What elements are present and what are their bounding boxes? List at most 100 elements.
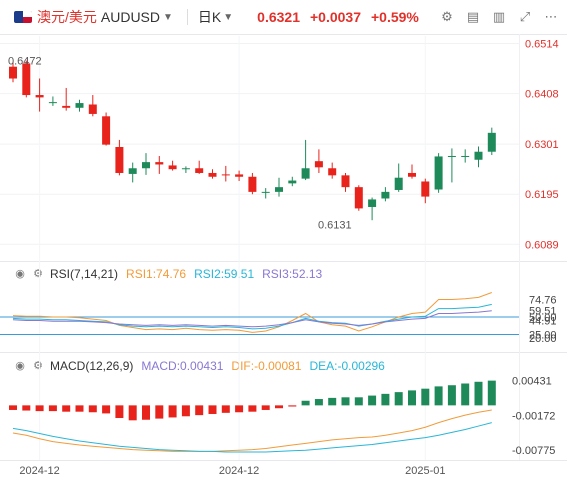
macd-bar — [301, 400, 310, 406]
dea-value: DEA:-0.00296 — [309, 359, 385, 373]
candle-body — [408, 172, 416, 177]
candle-body — [9, 66, 17, 79]
candle-body — [195, 168, 204, 173]
candle-body — [487, 132, 496, 152]
candle-body — [128, 168, 137, 174]
macd-value: MACD:0.00431 — [141, 359, 224, 373]
eye-icon[interactable]: ◉ — [15, 268, 25, 280]
macd-bar — [22, 405, 31, 411]
macd-bar — [128, 405, 137, 421]
candle-body — [368, 199, 377, 207]
macd-bar — [368, 395, 377, 406]
macd-bar — [314, 399, 323, 406]
dif-value: DIF:-0.00081 — [231, 359, 302, 373]
candle-body — [62, 105, 71, 108]
last-price: 0.6321 — [257, 9, 300, 25]
macd-bar — [408, 390, 416, 406]
rsi-axis-label: 44.91 — [529, 316, 557, 328]
candle-body — [261, 191, 270, 193]
candle-body — [341, 175, 350, 188]
macd-bar — [421, 388, 430, 406]
price-change: +0.0037 — [310, 9, 361, 25]
macd-bar — [487, 380, 496, 406]
period-dropdown-icon[interactable]: ▼ — [223, 11, 234, 23]
candle-body — [75, 103, 84, 108]
rsi3-value: RSI3:52.13 — [262, 267, 323, 281]
macd-title: MACD(12,26,9) — [50, 359, 134, 373]
rsi-axis-label: 25.00 — [529, 330, 557, 342]
macd-bar — [394, 392, 403, 406]
macd-series-line — [12, 409, 492, 452]
macd-bar — [261, 405, 270, 410]
price-axis-label: 0.6514 — [525, 39, 559, 51]
macd-series-line — [12, 422, 492, 453]
macd-bar — [115, 405, 124, 419]
time-axis-label: 2025-01 — [405, 465, 445, 477]
macd-bar — [102, 405, 111, 414]
indicator-settings-icon[interactable]: ⚙ — [441, 9, 453, 24]
macd-bar — [434, 386, 443, 406]
macd-bar — [447, 385, 456, 406]
symbol-name-cn[interactable]: 澳元/美元 — [37, 9, 97, 25]
macd-bar — [168, 405, 177, 418]
price-axis-label: 0.6195 — [525, 189, 559, 201]
rsi1-value: RSI1:74.76 — [126, 267, 187, 281]
macd-bar — [328, 397, 337, 406]
macd-bar — [221, 405, 230, 413]
macd-bar — [88, 405, 97, 413]
macd-bar — [208, 405, 217, 414]
eye-icon[interactable]: ◉ — [15, 360, 25, 372]
macd-bar — [341, 397, 350, 406]
candle-body — [447, 155, 456, 157]
macd-bar — [248, 405, 257, 412]
macd-bar — [35, 405, 44, 412]
macd-bar — [461, 383, 470, 406]
candle-body — [288, 180, 297, 184]
macd-bar — [75, 405, 84, 412]
rsi-axis-label: 74.76 — [529, 295, 557, 307]
macd-bar — [142, 405, 150, 420]
rsi-series-line — [12, 310, 492, 328]
candle-body — [181, 168, 190, 170]
macd-axis-label: 0.00431 — [512, 376, 552, 388]
candle-body — [314, 161, 323, 168]
chart-type-icon[interactable]: ▤ — [466, 9, 480, 24]
candle-body — [461, 155, 470, 157]
candle-body — [328, 168, 337, 176]
au-flag-icon — [14, 11, 32, 23]
symbol-code[interactable]: AUDUSD — [100, 9, 161, 25]
macd-bar — [235, 405, 244, 413]
macd-bar — [155, 405, 164, 419]
symbol-dropdown-icon[interactable]: ▼ — [163, 11, 173, 23]
low-annotation: 0.6131 — [318, 219, 352, 231]
settings-icon[interactable]: ⚙ — [33, 360, 43, 372]
fullscreen-icon[interactable]: ⤢ — [519, 9, 531, 24]
price-axis-label: 0.6089 — [525, 239, 559, 251]
period-selector[interactable]: 日K — [197, 9, 222, 25]
candle-body — [142, 162, 150, 169]
candle-body — [381, 191, 390, 199]
macd-bar — [181, 405, 190, 417]
candle-body — [22, 63, 31, 96]
rsi-axis-label: 20.00 — [529, 333, 557, 345]
macd-bar — [48, 405, 57, 412]
candle-body — [35, 95, 44, 98]
macd-bar — [381, 393, 390, 406]
candle-body — [235, 174, 244, 177]
rsi-series-line — [12, 292, 492, 333]
price-axis-label: 0.6301 — [525, 139, 559, 151]
price-axis-label: 0.6408 — [525, 89, 559, 101]
candle-body — [48, 102, 57, 104]
settings-icon[interactable]: ⚙ — [33, 268, 43, 280]
time-axis-label: 2024-12 — [19, 465, 59, 477]
more-options-icon[interactable]: ⋯ — [544, 9, 558, 24]
macd-bar — [288, 405, 297, 407]
candle-body — [434, 156, 443, 190]
rsi-axis-label: 59.51 — [529, 305, 557, 317]
price-change-percent: +0.59% — [371, 9, 419, 25]
macd-bar — [354, 397, 363, 406]
macd-bar — [275, 405, 283, 409]
candle-body — [394, 177, 403, 190]
layout-icon[interactable]: ▥ — [492, 9, 506, 24]
